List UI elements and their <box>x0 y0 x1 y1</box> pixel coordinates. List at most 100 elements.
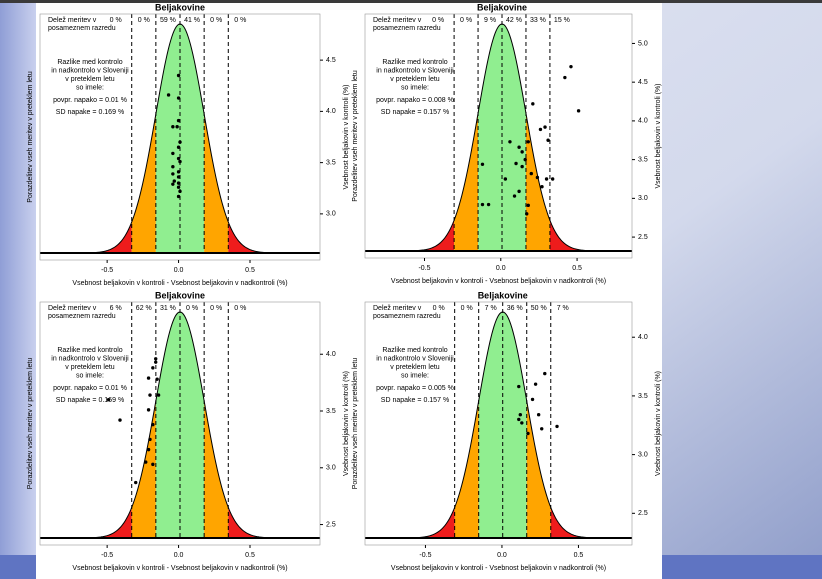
note-line: in nadkontrolo v Sloveniji <box>376 67 454 74</box>
data-point <box>178 140 182 144</box>
stat-unit: % <box>118 109 124 116</box>
note-line: v preteklem letu <box>390 364 440 371</box>
class-share: 50 % <box>531 305 547 312</box>
stat-value: 0.005 <box>428 385 446 392</box>
data-point <box>486 202 491 207</box>
x-tick-label: 0.5 <box>572 265 582 272</box>
stat-unit: % <box>121 385 127 392</box>
data-point <box>517 384 521 389</box>
note-line: Razlike med kontrolo <box>382 59 447 66</box>
stat-value: 0.169 <box>98 109 116 116</box>
y-tick-label: 3.0 <box>326 211 336 218</box>
data-point <box>151 422 155 427</box>
curve-region <box>550 507 632 538</box>
y-tick-label: 4.0 <box>326 351 336 358</box>
class-share: 36 % <box>507 305 523 312</box>
data-point <box>172 179 176 183</box>
class-share: 0 % <box>210 305 222 312</box>
y-tick-label: 3.0 <box>638 451 648 458</box>
data-point <box>517 189 521 194</box>
data-point <box>520 164 524 169</box>
data-point <box>523 157 527 162</box>
class-share: 7 % <box>485 305 497 312</box>
data-point <box>529 171 534 176</box>
data-point <box>176 170 181 174</box>
legend-title: Delež meritev v <box>48 305 97 312</box>
class-share: 33 % <box>530 17 546 24</box>
stat-value: 0.01 <box>105 385 119 392</box>
note-line: in nadkontrolo v Sloveniji <box>376 355 454 362</box>
y-tick-label: 4.0 <box>638 118 648 125</box>
data-point <box>146 376 151 380</box>
y-axis-label: Vsebnost beljakovin v kontroli (%) <box>655 83 662 188</box>
data-point <box>563 75 567 80</box>
class-share: 0 % <box>433 305 445 312</box>
data-point <box>555 424 559 429</box>
stat-line: SD napake = 0.157% <box>381 109 449 116</box>
data-point <box>518 412 523 417</box>
data-point <box>526 431 530 436</box>
y-axis-label-left: Porazdelitev vseh meritev v preteklem le… <box>27 71 34 203</box>
curve-region <box>228 507 320 538</box>
class-share: 62 % <box>136 305 152 312</box>
note-line: in nadkontrolo v Sloveniji <box>51 355 129 362</box>
data-point <box>550 177 555 181</box>
x-axis-label: Vsebnost beljakovin v kontroli - Vsebnos… <box>391 278 606 285</box>
stat-unit: % <box>443 109 449 116</box>
left-band <box>0 0 36 579</box>
data-point <box>535 175 540 180</box>
class-share: 0 % <box>432 17 444 24</box>
class-share: 0 % <box>210 17 222 24</box>
data-point <box>540 185 544 189</box>
panel: Beljakovine 6 % 62 % 31 % 0 % 0 % 0 % Delež mer… <box>27 290 350 571</box>
data-point <box>106 397 111 402</box>
chart-title: Beljakovine <box>477 2 527 12</box>
data-point <box>146 408 151 412</box>
note-line: Razlike med kontrolo <box>57 347 122 354</box>
legend-title: posameznem razredu <box>373 313 441 320</box>
note-line: so imele: <box>76 372 104 379</box>
data-point <box>531 102 535 106</box>
stat-label: povpr. napako = <box>376 97 426 104</box>
data-point <box>517 145 521 149</box>
x-tick-label: 0.0 <box>496 265 506 272</box>
data-point <box>156 393 161 397</box>
stat-label: povpr. napako = <box>53 385 103 392</box>
stat-value: 0.157 <box>423 109 441 116</box>
x-tick-label: 0.0 <box>174 552 184 559</box>
class-share: 0 % <box>234 17 246 24</box>
data-point <box>171 125 175 129</box>
class-share: 0 % <box>461 305 473 312</box>
curve-region <box>40 507 132 538</box>
class-share: 31 % <box>160 305 176 312</box>
data-point <box>118 418 122 422</box>
data-point <box>176 194 181 199</box>
x-tick-label: 0.5 <box>245 552 255 559</box>
data-point <box>171 165 175 169</box>
stat-label: SD napake = <box>56 397 97 404</box>
note-line: v preteklem letu <box>390 76 440 83</box>
legend-title: Delež meritev v <box>373 305 422 312</box>
stat-label: povpr. napako = <box>376 385 426 392</box>
class-share: 7 % <box>557 305 569 312</box>
panel: Beljakovine 0 % 0 % 7 % 36 % 50 % 7 % Delež mer… <box>352 290 662 571</box>
class-share: 0 % <box>186 305 198 312</box>
x-tick-label: -0.5 <box>101 552 113 559</box>
data-point <box>533 382 538 386</box>
stat-line: SD napake =0.169% <box>56 397 124 404</box>
stat-unit: % <box>448 97 454 104</box>
stat-unit: % <box>118 397 124 404</box>
data-point <box>512 194 517 198</box>
x-tick-label: 0.5 <box>245 267 255 274</box>
y-tick-label: 3.5 <box>638 393 648 400</box>
data-point <box>520 150 524 154</box>
y-tick-label: 2.5 <box>638 510 648 517</box>
y-tick-label: 3.5 <box>326 159 336 166</box>
curve-region <box>478 24 526 251</box>
y-axis-label: Vsebnost beljakovin v kontroli (%) <box>343 371 350 476</box>
class-share: 0 % <box>110 17 122 24</box>
stat-label: SD napake = <box>381 109 422 116</box>
data-point <box>171 172 175 176</box>
data-point <box>480 162 485 166</box>
x-axis-label: Vsebnost beljakovin v kontroli - Vsebnos… <box>72 280 287 287</box>
